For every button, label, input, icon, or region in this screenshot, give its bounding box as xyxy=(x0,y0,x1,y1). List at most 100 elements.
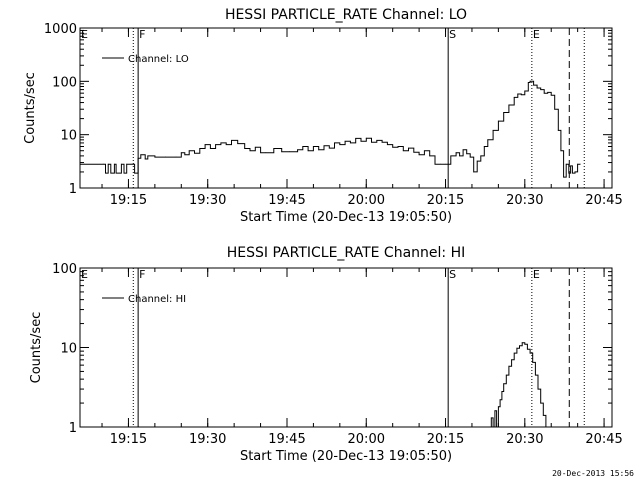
data-point xyxy=(175,156,177,158)
data-point xyxy=(513,352,515,354)
x-tick-label: 19:15 xyxy=(110,432,147,447)
data-point xyxy=(120,163,122,165)
data-point xyxy=(490,417,492,419)
data-point xyxy=(105,172,106,174)
y-tick-label: 1 xyxy=(69,182,77,197)
marker-label: E xyxy=(533,28,540,41)
marker-label: E xyxy=(81,28,88,41)
data-point xyxy=(501,391,503,392)
data-point xyxy=(466,153,468,155)
data-point xyxy=(488,426,490,428)
x-tick-label: 19:15 xyxy=(110,193,147,208)
chart-title: HESSI PARTICLE_RATE Channel: LO xyxy=(225,7,467,23)
data-point xyxy=(423,150,425,152)
x-axis-label: Start Time (20-Dec-13 19:05:50) xyxy=(240,210,452,225)
data-point xyxy=(527,82,529,83)
x-tick-label: 20:30 xyxy=(506,432,543,447)
data-point xyxy=(505,374,507,376)
data-point xyxy=(503,112,505,113)
y-tick-label: 1 xyxy=(69,421,77,436)
data-point xyxy=(542,414,544,416)
data-point xyxy=(540,402,542,404)
data-point xyxy=(225,144,227,146)
data-point xyxy=(328,147,330,149)
x-tick-label: 20:15 xyxy=(427,193,464,208)
data-point xyxy=(483,146,485,147)
legend-label: Channel: LO xyxy=(128,54,189,65)
data-point xyxy=(237,143,239,144)
series-line xyxy=(488,342,547,428)
x-tick-label: 19:45 xyxy=(268,193,305,208)
data-point xyxy=(140,154,142,156)
data-point xyxy=(527,348,528,350)
data-point xyxy=(386,144,388,146)
data-point xyxy=(418,154,420,156)
data-point xyxy=(365,137,367,139)
data-point xyxy=(450,155,452,157)
data-point xyxy=(550,94,552,96)
series-line xyxy=(80,80,581,178)
data-point xyxy=(265,152,267,154)
y-tick-label: 100 xyxy=(52,75,77,90)
y-tick-label: 10 xyxy=(60,342,77,357)
x-tick-label: 19:45 xyxy=(268,432,305,447)
data-point xyxy=(532,361,534,363)
data-point xyxy=(244,148,246,149)
data-point xyxy=(360,140,362,142)
marker-label: F xyxy=(139,268,145,281)
data-point xyxy=(103,163,105,165)
panel-hi: HESSI PARTICLE_RATE Channel: HI 1 10 100 19:… xyxy=(29,245,623,464)
data-point xyxy=(508,365,510,367)
data-point xyxy=(194,152,195,154)
data-point xyxy=(524,343,526,345)
data-point xyxy=(503,383,505,385)
data-point xyxy=(144,158,146,160)
legend-label: Channel: HI xyxy=(128,294,186,305)
plot-frame xyxy=(79,27,613,189)
marker-label: S xyxy=(449,28,456,41)
data-point xyxy=(371,141,372,143)
data-point xyxy=(334,142,335,144)
data-point xyxy=(281,151,283,153)
x-tick-label: 20:30 xyxy=(506,193,543,208)
data-point xyxy=(402,150,404,152)
x-tick-label: 19:30 xyxy=(189,432,226,447)
data-point xyxy=(350,142,351,144)
data-point xyxy=(497,120,499,122)
x-tick-label: 19:30 xyxy=(189,193,226,208)
data-point xyxy=(397,146,399,147)
data-point xyxy=(339,144,341,146)
data-point xyxy=(231,140,232,141)
data-point xyxy=(297,149,298,151)
data-point xyxy=(560,150,562,152)
data-point xyxy=(209,148,211,149)
data-point xyxy=(455,152,457,154)
data-point xyxy=(537,388,539,390)
data-point xyxy=(220,142,222,144)
data-point xyxy=(204,144,206,146)
data-point xyxy=(323,145,325,147)
data-point xyxy=(110,172,112,174)
data-point xyxy=(180,152,182,154)
data-point xyxy=(543,92,545,94)
data-point xyxy=(107,163,109,165)
data-point xyxy=(473,171,475,173)
data-point xyxy=(462,149,464,151)
data-point xyxy=(511,359,512,361)
data-point xyxy=(508,104,510,106)
data-point xyxy=(497,406,499,408)
data-point xyxy=(565,163,567,165)
data-point xyxy=(123,172,125,174)
data-point xyxy=(513,96,515,98)
x-tick-label: 20:15 xyxy=(427,432,464,447)
data-point xyxy=(381,141,383,143)
data-point xyxy=(429,155,431,157)
data-point xyxy=(165,156,166,158)
data-point xyxy=(496,426,498,428)
data-point xyxy=(355,138,357,139)
marker-label: F xyxy=(139,28,145,41)
data-point xyxy=(516,347,518,349)
y-tick-label: 1000 xyxy=(44,22,77,37)
